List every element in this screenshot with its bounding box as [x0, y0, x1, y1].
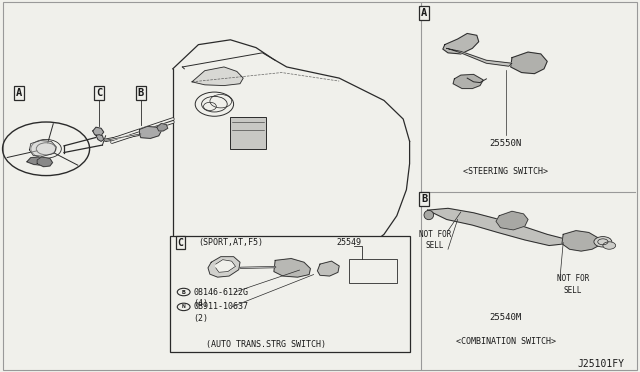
Polygon shape	[192, 67, 243, 86]
Polygon shape	[157, 124, 168, 131]
Polygon shape	[216, 260, 236, 272]
Polygon shape	[443, 33, 479, 54]
Text: (SPORT,AT,F5): (SPORT,AT,F5)	[198, 238, 264, 247]
Polygon shape	[37, 157, 52, 167]
Text: 25549: 25549	[336, 238, 362, 247]
Bar	[170, 236, 410, 352]
Polygon shape	[511, 52, 547, 74]
Text: N: N	[182, 304, 186, 310]
Text: (4): (4)	[193, 299, 208, 308]
Polygon shape	[93, 127, 104, 135]
Text: (AUTO TRANS.STRG SWITCH): (AUTO TRANS.STRG SWITCH)	[205, 340, 326, 349]
Circle shape	[594, 237, 612, 247]
Polygon shape	[317, 261, 339, 276]
Circle shape	[177, 303, 190, 311]
Text: B: B	[182, 289, 186, 295]
Text: C: C	[96, 88, 102, 98]
Text: NOT FOR
SELL: NOT FOR SELL	[557, 274, 589, 295]
Text: 25540M: 25540M	[490, 313, 522, 322]
Polygon shape	[453, 74, 483, 89]
Text: A: A	[16, 88, 22, 98]
Text: C: C	[177, 238, 184, 247]
Polygon shape	[140, 126, 161, 138]
Text: B: B	[421, 194, 428, 204]
Polygon shape	[27, 157, 45, 165]
Text: 0B911-10637: 0B911-10637	[193, 302, 248, 311]
Text: (2): (2)	[193, 314, 208, 323]
Bar	[349, 259, 397, 283]
Polygon shape	[562, 231, 600, 251]
Polygon shape	[496, 211, 528, 230]
Polygon shape	[428, 208, 566, 246]
Ellipse shape	[424, 210, 434, 219]
Text: <STEERING SWITCH>: <STEERING SWITCH>	[463, 167, 548, 176]
Polygon shape	[447, 48, 512, 66]
Text: 08146-6122G: 08146-6122G	[193, 288, 248, 296]
Polygon shape	[29, 141, 56, 156]
Bar	[230, 117, 266, 149]
Circle shape	[177, 288, 190, 296]
Text: <COMBINATION SWITCH>: <COMBINATION SWITCH>	[456, 337, 556, 346]
Polygon shape	[208, 257, 240, 277]
Text: J25101FY: J25101FY	[577, 359, 624, 369]
Polygon shape	[274, 259, 310, 277]
Text: A: A	[421, 8, 428, 18]
Text: B: B	[138, 88, 144, 98]
Text: 25550N: 25550N	[490, 139, 522, 148]
Polygon shape	[96, 135, 104, 141]
Text: NOT FOR
SELL: NOT FOR SELL	[419, 230, 451, 250]
Circle shape	[603, 242, 616, 249]
